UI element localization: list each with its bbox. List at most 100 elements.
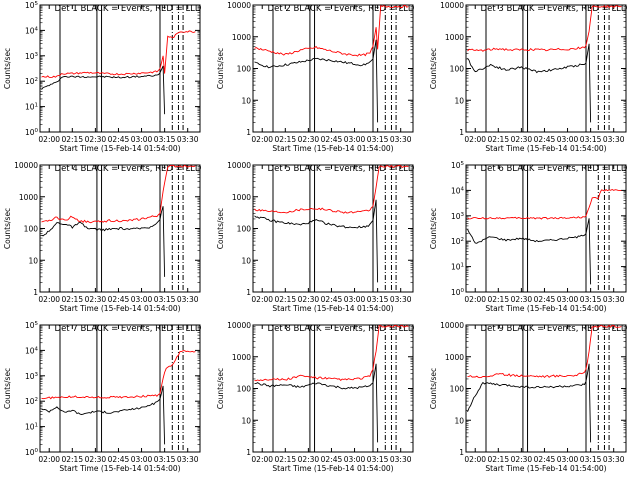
x-tick-label: 02:15 [487,455,509,464]
y-tick-label: 104 [25,346,39,355]
x-tick-label: 02:15 [61,455,83,464]
plot-frame [252,4,414,133]
x-tick-label: 02:00 [464,295,486,304]
x-tick-label: 02:30 [511,135,533,144]
x-axis-label: Start Time (15-Feb-14 01:54:00) [485,464,606,473]
x-tick-label: 03:15 [154,455,176,464]
y-tick-label: 10 [28,256,38,265]
y-tick-label: 10 [454,416,464,425]
panel-det-3: Det 3 BLACK = Events, RED = LLD 02:00 02:1… [429,1,628,153]
x-axis-label: Start Time (15-Feb-14 01:54:00) [272,464,393,473]
x-tick-label: 02:00 [251,295,273,304]
y-tick-label: 100 [25,128,39,137]
y-axis-label: Counts/sec [216,48,225,89]
x-tick-label: 03:00 [344,455,366,464]
x-tick-label: 03:15 [367,455,389,464]
series-line-lld [41,165,196,224]
plot-frame [465,164,627,293]
y-tick-label: 10000 [440,1,464,10]
y-tick-label: 1 [246,288,251,297]
plot-frame [39,324,201,453]
x-tick-label: 02:30 [298,135,320,144]
x-axis-label: Start Time (15-Feb-14 01:54:00) [59,464,180,473]
panel-det-9: Det 9 BLACK = Events, RED = LLD 02:00 02:1… [429,321,628,473]
x-tick-label: 02:30 [85,455,107,464]
x-tick-label: 03:30 [177,135,199,144]
series-line-events [41,65,166,115]
x-tick-label: 03:30 [603,295,625,304]
series-line-events [467,218,592,285]
plot-frame [465,324,627,453]
x-tick-label: 03:30 [603,135,625,144]
y-axis-label: Counts/sec [429,208,438,249]
x-axis-label: Start Time (15-Feb-14 01:54:00) [272,304,393,313]
y-tick-label: 100 [25,448,39,457]
y-tick-label: 10 [241,256,251,265]
series-line-events [41,206,166,277]
x-tick-label: 03:30 [390,455,412,464]
series-line-events [254,199,379,283]
x-tick-label: 02:45 [534,295,556,304]
y-axis-label: Counts/sec [3,48,12,89]
y-tick-label: 103 [25,372,39,381]
y-tick-label: 1 [459,128,464,137]
y-axis-label: Counts/sec [429,48,438,89]
series-line-events [467,363,592,443]
x-tick-label: 02:30 [298,295,320,304]
series-line-lld [467,188,622,220]
panel-title: Det 1 BLACK = Events, RED = LLD [55,4,202,14]
y-tick-label: 10 [241,96,251,105]
y-tick-label: 101 [25,423,38,432]
x-tick-label: 02:30 [85,295,107,304]
x-tick-label: 02:45 [321,135,343,144]
y-tick-label: 1 [246,128,251,137]
x-tick-label: 03:15 [154,135,176,144]
x-tick-label: 03:00 [344,135,366,144]
y-tick-label: 102 [451,237,464,246]
x-tick-label: 02:00 [38,455,60,464]
x-tick-label: 03:30 [177,295,199,304]
x-tick-label: 03:30 [390,135,412,144]
y-tick-label: 100 [237,385,252,394]
x-tick-label: 03:00 [131,295,153,304]
x-tick-label: 02:00 [464,135,486,144]
y-tick-label: 105 [25,321,39,330]
y-tick-label: 100 [237,65,252,74]
series-line-lld [254,165,409,214]
y-tick-label: 102 [25,77,38,86]
x-tick-label: 03:00 [344,295,366,304]
x-tick-label: 02:45 [321,295,343,304]
x-tick-label: 03:30 [603,455,625,464]
x-tick-label: 02:00 [251,135,273,144]
x-axis-label: Start Time (15-Feb-14 01:54:00) [272,144,393,153]
y-tick-label: 105 [25,1,39,10]
x-tick-label: 02:15 [274,455,296,464]
y-tick-label: 103 [451,212,465,221]
x-tick-label: 02:15 [487,295,509,304]
x-tick-label: 03:00 [557,455,579,464]
y-tick-label: 1000 [232,33,251,42]
x-tick-label: 02:45 [108,135,130,144]
x-tick-label: 02:15 [61,295,83,304]
y-tick-label: 1 [33,288,38,297]
x-tick-label: 02:00 [464,455,486,464]
x-tick-label: 03:15 [367,135,389,144]
series-line-events [467,43,592,123]
series-line-lld [467,325,622,379]
y-tick-label: 1 [246,448,251,457]
y-tick-label: 10000 [227,321,251,330]
y-tick-label: 10 [454,96,464,105]
y-axis-label: Counts/sec [3,208,12,249]
plot-frame [465,4,627,133]
panel-title: Det 3 BLACK = Events, RED = LLD [481,4,628,14]
plot-frame [252,164,414,293]
y-tick-label: 102 [25,397,38,406]
x-tick-label: 03:00 [131,135,153,144]
x-tick-label: 02:30 [511,295,533,304]
x-tick-label: 03:15 [580,135,602,144]
x-tick-label: 03:00 [131,455,153,464]
x-tick-label: 02:15 [274,295,296,304]
y-tick-label: 103 [25,52,39,61]
y-tick-label: 101 [451,263,464,272]
